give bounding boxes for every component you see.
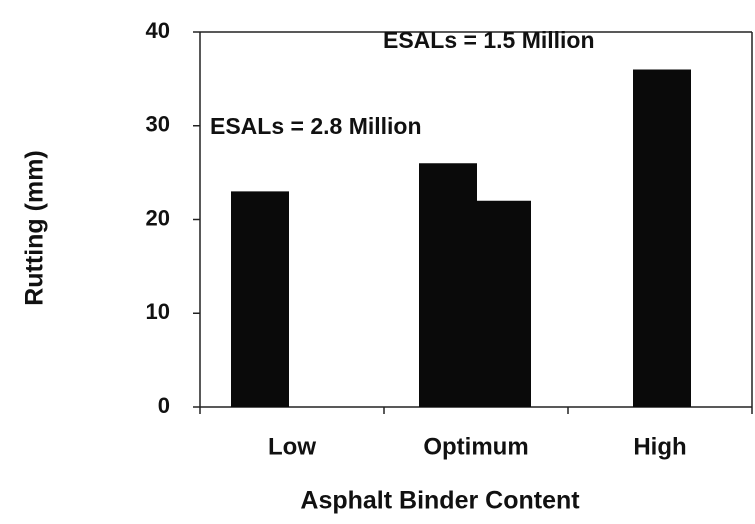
bar [473,200,531,407]
x-tick-label: High [633,433,686,460]
x-tick-label: Low [268,433,316,460]
x-tick-label: Optimum [423,433,528,460]
series-label: ESALs = 1.5 Million [383,27,595,53]
x-axis-title: Asphalt Binder Content [300,487,580,515]
y-tick-label: 40 [146,18,170,43]
y-axis-title: Rutting (mm) [21,150,49,306]
y-tick-label: 10 [146,299,170,324]
bar [633,69,691,407]
series-label: ESALs = 2.8 Million [210,113,422,139]
y-tick-label: 0 [158,393,170,418]
y-tick-label: 20 [146,205,170,230]
bar [231,191,289,407]
y-tick-label: 30 [146,112,170,137]
bar [419,163,477,407]
